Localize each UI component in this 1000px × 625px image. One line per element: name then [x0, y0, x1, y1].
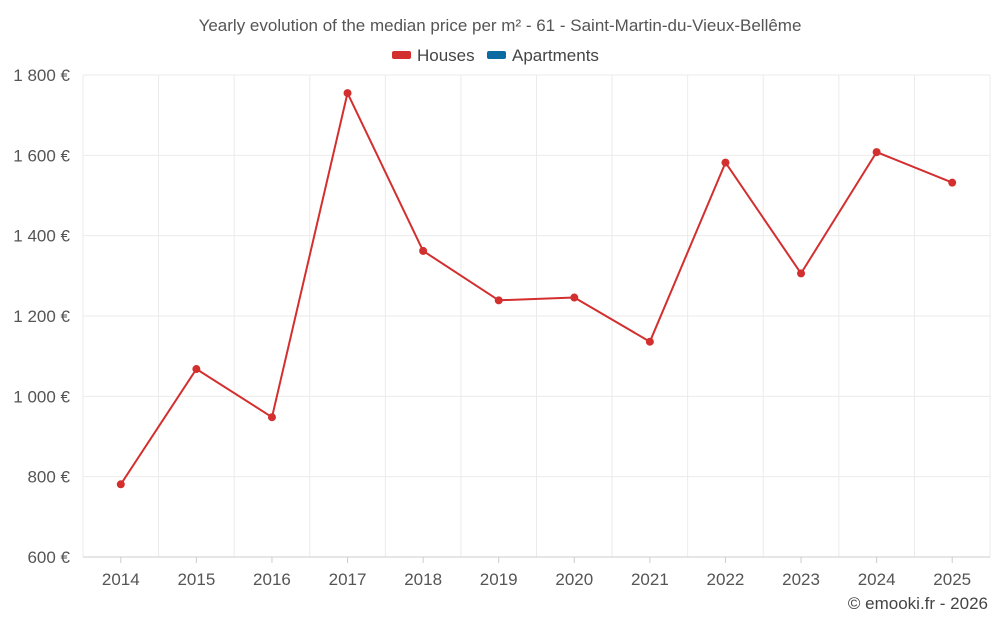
data-point-houses-2024[interactable] [872, 148, 881, 157]
x-tick-label: 2016 [253, 570, 291, 589]
x-tick-label: 2022 [707, 570, 745, 589]
data-point-houses-2015[interactable] [192, 365, 201, 374]
y-tick-label: 1 400 € [13, 227, 70, 246]
x-tick-label: 2018 [404, 570, 442, 589]
data-point-houses-2022[interactable] [721, 158, 730, 167]
legend: Houses Apartments [392, 46, 599, 65]
data-point-houses-2017[interactable] [343, 89, 352, 98]
x-tick-label: 2021 [631, 570, 669, 589]
x-tick-label: 2019 [480, 570, 518, 589]
y-tick-label: 1 200 € [13, 307, 70, 326]
x-tick-label: 2015 [177, 570, 215, 589]
data-point-houses-2018[interactable] [419, 246, 428, 255]
legend-swatch-apartments [487, 51, 506, 59]
y-tick-label: 600 € [27, 548, 70, 567]
legend-item-apartments[interactable]: Apartments [487, 46, 599, 65]
x-axis: 2014 2015 2016 2017 2018 2019 2020 2021 2022 2023… [83, 556, 990, 589]
plot-area [116, 89, 957, 489]
x-tick-label: 2023 [782, 570, 820, 589]
y-tick-label: 1 000 € [13, 387, 70, 406]
data-point-houses-2021[interactable] [645, 337, 654, 346]
x-tick-label: 2024 [858, 570, 896, 589]
legend-label-houses: Houses [417, 46, 475, 65]
data-point-houses-2014[interactable] [116, 480, 125, 489]
legend-item-houses[interactable]: Houses [392, 46, 475, 65]
y-axis: 600 € 800 € 1 000 € 1 200 € 1 400 € 1 600 € 1 … [13, 66, 70, 567]
legend-swatch-houses [392, 51, 411, 59]
x-tick-label: 2014 [102, 570, 140, 589]
data-point-houses-2019[interactable] [494, 296, 503, 305]
grid [82, 74, 991, 557]
x-tick-label: 2020 [555, 570, 593, 589]
chart-title: Yearly evolution of the median price per… [199, 16, 802, 35]
y-tick-label: 1 600 € [13, 146, 70, 165]
data-point-houses-2016[interactable] [267, 413, 276, 422]
y-tick-label: 800 € [27, 468, 70, 487]
series-line-houses [119, 92, 953, 485]
credit-text: © emooki.fr - 2026 [848, 594, 988, 613]
data-point-houses-2023[interactable] [797, 269, 806, 278]
data-point-houses-2020[interactable] [570, 293, 579, 302]
legend-label-apartments: Apartments [512, 46, 599, 65]
x-tick-label: 2025 [933, 570, 971, 589]
data-point-houses-2025[interactable] [948, 178, 957, 187]
y-tick-label: 1 800 € [13, 66, 70, 85]
x-tick-label: 2017 [329, 570, 367, 589]
